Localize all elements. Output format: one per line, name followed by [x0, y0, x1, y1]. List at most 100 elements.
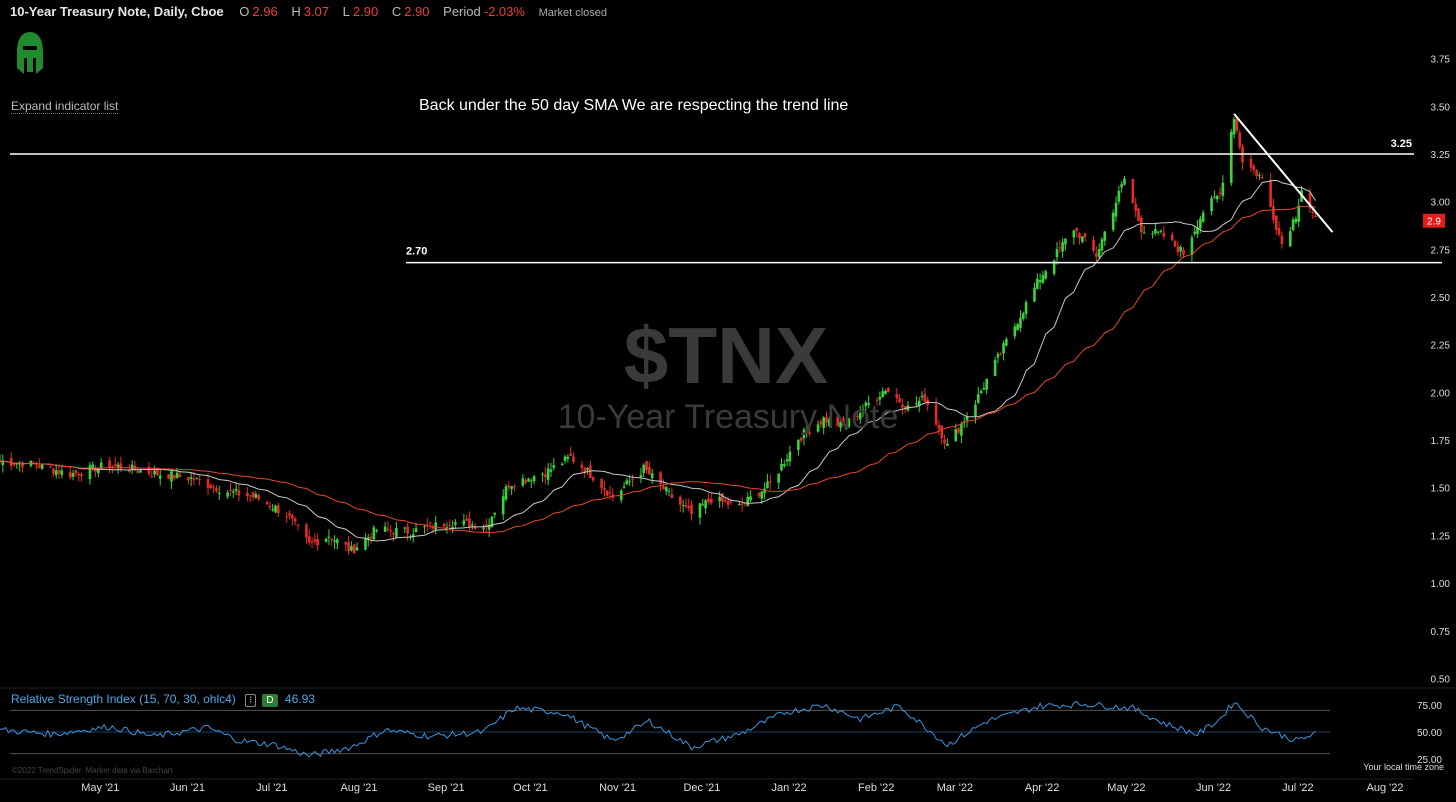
- candle-body: [178, 474, 182, 477]
- candle-body: [1072, 230, 1076, 238]
- candle-body: [566, 456, 570, 459]
- candle-body: [1308, 192, 1312, 209]
- candle-body: [307, 536, 311, 543]
- candle-body: [628, 481, 631, 483]
- candle-body: [887, 388, 890, 392]
- candle-body: [99, 462, 103, 469]
- candle-body: [678, 496, 682, 505]
- y-tick-label: 2.25: [1431, 341, 1451, 352]
- last-price-label: 2.9: [1427, 217, 1441, 228]
- candle-body: [251, 492, 255, 498]
- candle-body: [1033, 287, 1036, 302]
- candle-body: [1055, 249, 1059, 258]
- candle-body: [827, 418, 831, 427]
- candle-body: [839, 421, 842, 428]
- x-tick-label: Nov '21: [599, 782, 636, 794]
- candle-body: [768, 481, 772, 483]
- candle-body: [60, 470, 64, 475]
- candle-body: [375, 530, 378, 532]
- candle-body: [113, 463, 117, 466]
- candle-body: [1255, 169, 1258, 177]
- expand-indicator-list-link[interactable]: Expand indicator list: [11, 99, 119, 114]
- period-value: -2.03%: [483, 4, 525, 19]
- candle-body: [1260, 176, 1264, 178]
- watermark-symbol-wrap: $TNX: [0, 310, 1454, 402]
- x-tick-label: Feb '22: [858, 782, 894, 794]
- sma-fast-line: [0, 179, 1317, 542]
- candle-body: [501, 496, 505, 515]
- candle-body: [1024, 302, 1028, 314]
- candle-body: [915, 403, 918, 405]
- candle-body: [704, 500, 707, 509]
- candle-body: [687, 506, 691, 509]
- candle-body: [445, 527, 449, 529]
- candle-body: [451, 526, 454, 529]
- candle-body: [268, 505, 272, 508]
- candle-body: [74, 470, 78, 474]
- candle-body: [740, 503, 744, 505]
- candle-body: [625, 480, 629, 485]
- candle-body: [465, 518, 468, 521]
- candle-body: [600, 478, 603, 489]
- low-value: 2.90: [352, 4, 379, 19]
- candle-body: [723, 499, 727, 502]
- rsi-tick-label: 25.00: [1417, 755, 1442, 766]
- candle-body: [1140, 217, 1143, 233]
- candle-body: [77, 473, 81, 476]
- candle-body: [591, 477, 595, 481]
- candle-body: [1229, 131, 1233, 183]
- candle-body: [156, 468, 159, 476]
- candle-body: [507, 485, 511, 488]
- candle-body: [1111, 212, 1115, 230]
- candle-body: [1117, 190, 1121, 202]
- y-tick-label: 2.00: [1431, 388, 1451, 399]
- close-value: 2.90: [404, 4, 430, 19]
- candle-body: [780, 463, 783, 471]
- candle-body: [198, 479, 201, 481]
- candle-body: [861, 409, 865, 411]
- candle-body: [369, 536, 373, 539]
- candle-body: [80, 473, 83, 476]
- candle-body: [718, 496, 721, 501]
- candle-body: [881, 391, 884, 398]
- candle-body: [91, 464, 95, 469]
- candle-body: [785, 459, 789, 462]
- candle-body: [1196, 227, 1199, 235]
- candle-body: [622, 486, 626, 488]
- candle-body: [52, 468, 55, 474]
- rsi-line: [0, 700, 1316, 758]
- candle-body: [884, 390, 887, 395]
- x-tick-label: Mar '22: [937, 782, 973, 794]
- candle-body: [934, 404, 938, 425]
- candle-body: [38, 465, 41, 468]
- rsi-info-button[interactable]: ⁝: [245, 694, 257, 707]
- x-tick-label: May '22: [1107, 782, 1145, 794]
- level-label-2-70: 2.70: [406, 246, 427, 258]
- candle-body: [701, 504, 705, 506]
- candle-body: [215, 488, 218, 492]
- candle-body: [923, 394, 927, 402]
- candle-body: [993, 360, 997, 377]
- candle-body: [237, 490, 241, 496]
- chart-annotation: Back under the 50 day SMA We are respect…: [419, 97, 849, 114]
- candle-body: [648, 466, 651, 475]
- candle-body: [527, 478, 530, 482]
- candle-body: [1213, 196, 1216, 198]
- candle-body: [229, 489, 232, 491]
- rsi-d-button[interactable]: D: [262, 694, 278, 707]
- candle-body: [192, 478, 196, 481]
- candle-body: [808, 432, 811, 435]
- candle-body: [257, 495, 260, 500]
- candle-body: [797, 439, 800, 450]
- candle-body: [777, 473, 780, 483]
- candle-body: [119, 463, 123, 470]
- candle-body: [864, 402, 868, 407]
- candle-body: [310, 541, 314, 543]
- candle-body: [291, 514, 294, 519]
- candle-body: [212, 486, 215, 488]
- candle-body: [271, 509, 274, 511]
- candle-body: [226, 492, 230, 497]
- candle-body: [698, 503, 702, 518]
- candle-body: [943, 439, 946, 444]
